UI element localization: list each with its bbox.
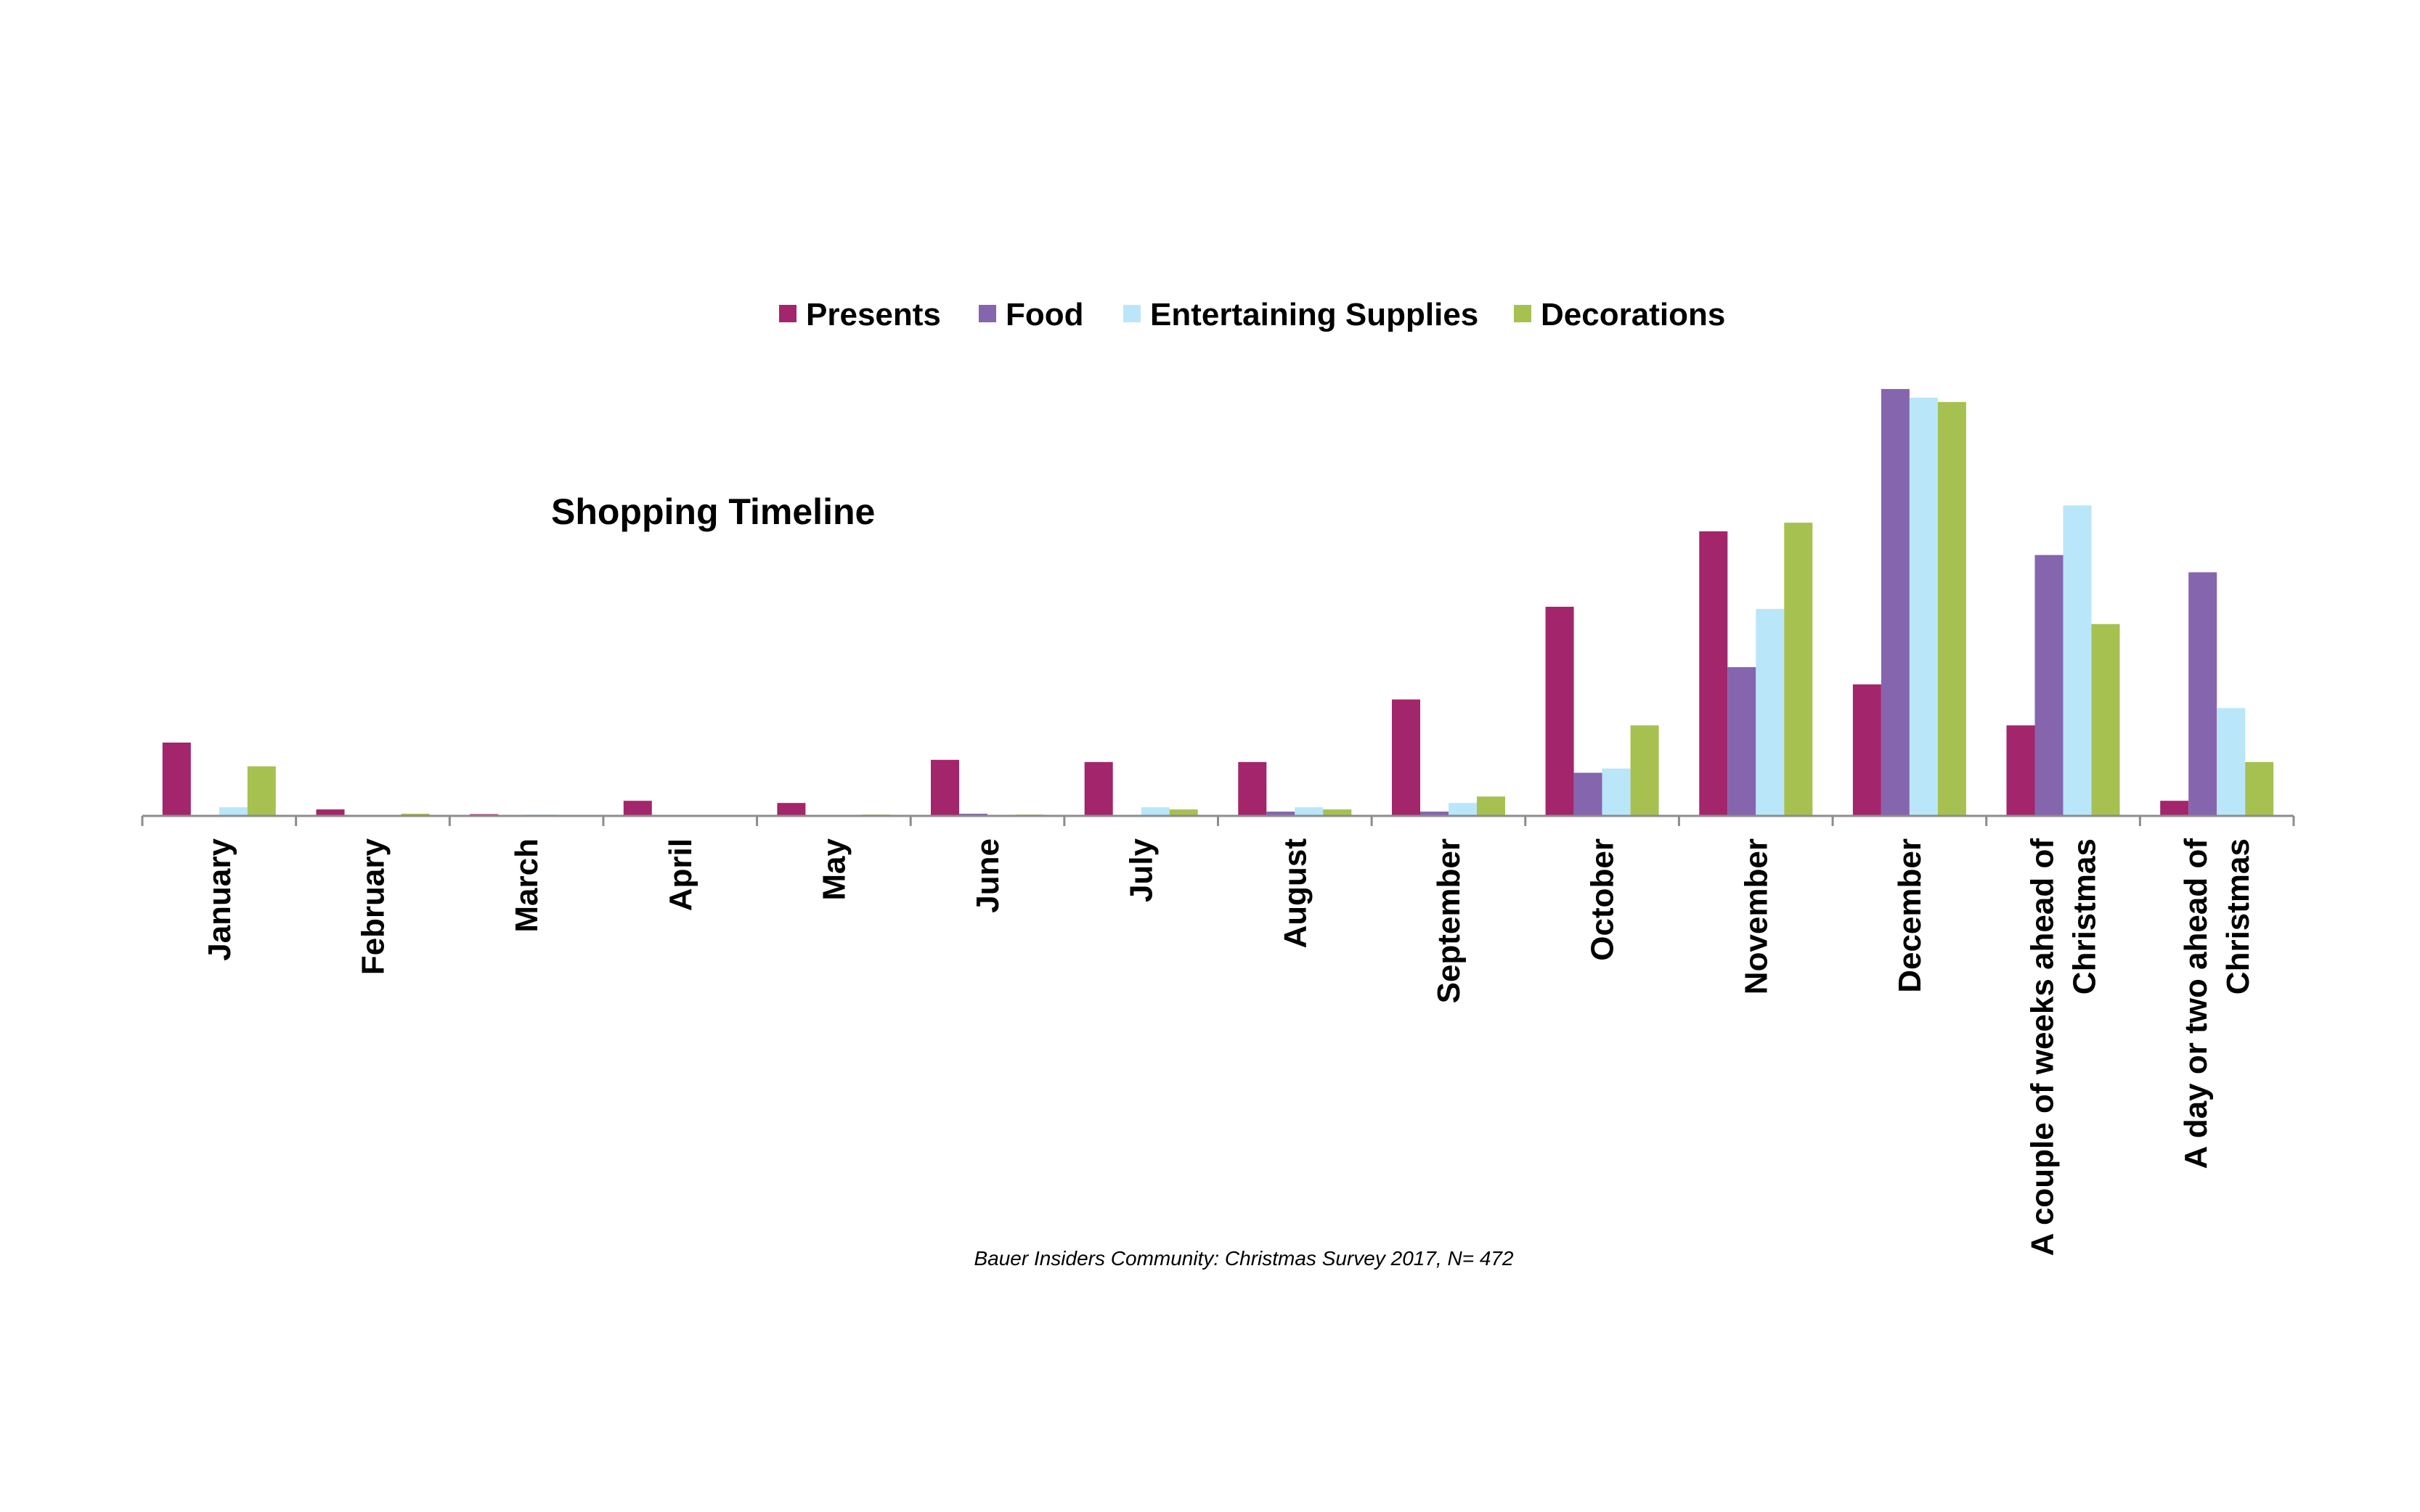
- bar-presents-february: [316, 809, 345, 816]
- x-tick-label-february: February: [356, 838, 391, 975]
- x-tick-label-november: November: [1738, 838, 1774, 994]
- legend-item-food: Food: [979, 297, 1084, 332]
- x-tick-label-may: May: [816, 838, 852, 900]
- bar-food-a-couple-of-weeks-ahead-of-christmas: [2034, 555, 2063, 816]
- chart-legend: Presents Food Entertaining Supplies Decorat…: [779, 297, 1725, 332]
- legend-label-presents: Presents: [806, 297, 941, 332]
- legend-swatch-entertaining-supplies: [1123, 305, 1141, 322]
- bar-entertaining-supplies-a-couple-of-weeks-ahead-of-christmas: [2063, 505, 2092, 816]
- bar-decorations-november: [1784, 523, 1813, 816]
- bar-food-september: [1420, 812, 1449, 816]
- bar-food-august: [1266, 812, 1295, 816]
- bar-presents-may: [777, 803, 806, 816]
- bar-entertaining-supplies-september: [1449, 803, 1477, 816]
- legend-item-decorations: Decorations: [1514, 297, 1725, 332]
- x-tick-label-a-day-or-two-ahead-of-christmas: A day or two ahead of Christmas: [2178, 838, 2256, 1169]
- bar-entertaining-supplies-august: [1295, 807, 1324, 816]
- bar-presents-a-couple-of-weeks-ahead-of-christmas: [2006, 725, 2035, 816]
- bar-entertaining-supplies-december: [1909, 397, 1938, 816]
- bar-presents-august: [1238, 761, 1267, 817]
- legend-label-decorations: Decorations: [1541, 297, 1725, 332]
- x-tick-label-june: June: [970, 838, 1006, 913]
- bar-presents-april: [623, 801, 652, 816]
- bar-entertaining-supplies-november: [1756, 608, 1785, 816]
- bar-presents-july: [1084, 761, 1113, 817]
- legend-item-presents: Presents: [779, 297, 941, 332]
- bar-decorations-december: [1937, 401, 1966, 816]
- x-tick-label-december: December: [1892, 838, 1928, 993]
- x-tick-label-july: July: [1124, 838, 1160, 902]
- legend-item-entertaining-supplies: Entertaining Supplies: [1123, 297, 1478, 332]
- bar-food-october: [1573, 772, 1602, 816]
- bar-decorations-october: [1630, 725, 1659, 816]
- bar-presents-a-day-or-two-ahead-of-christmas: [2160, 801, 2189, 816]
- legend-swatch-presents: [779, 305, 797, 322]
- x-tick-label-september: September: [1431, 838, 1467, 1003]
- bar-food-a-day-or-two-ahead-of-christmas: [2188, 572, 2217, 816]
- bar-food-december: [1881, 388, 1910, 816]
- x-axis: [141, 814, 2295, 826]
- bar-decorations-january: [247, 766, 276, 816]
- legend-label-entertaining-supplies: Entertaining Supplies: [1150, 297, 1478, 332]
- bar-entertaining-supplies-october: [1602, 768, 1631, 816]
- bar-entertaining-supplies-a-day-or-two-ahead-of-christmas: [2217, 708, 2246, 816]
- bar-presents-september: [1392, 699, 1420, 816]
- bar-entertaining-supplies-january: [219, 807, 248, 816]
- legend-swatch-decorations: [1514, 305, 1531, 322]
- bar-entertaining-supplies-july: [1141, 807, 1170, 816]
- bar-decorations-july: [1169, 809, 1198, 816]
- x-tick-label-a-couple-of-weeks-ahead-of-christmas: A couple of weeks ahead of Christmas: [2025, 838, 2103, 1256]
- bar-decorations-september: [1477, 796, 1505, 816]
- bar-decorations-a-day-or-two-ahead-of-christmas: [2245, 761, 2274, 817]
- bar-presents-december: [1852, 684, 1881, 816]
- legend-label-food: Food: [1006, 297, 1084, 332]
- bar-presents-june: [931, 759, 959, 816]
- x-tick-label-april: April: [663, 838, 698, 911]
- source-note: Bauer Insiders Community: Christmas Surv…: [974, 1247, 1514, 1270]
- x-tick-label-october: October: [1585, 838, 1621, 961]
- x-tick-label-august: August: [1277, 838, 1313, 949]
- bar-presents-november: [1699, 531, 1728, 816]
- x-tick-labels: January February March April May June July Augu…: [202, 838, 2256, 1256]
- legend-swatch-food: [979, 305, 996, 322]
- bar-presents-october: [1545, 606, 1574, 816]
- x-tick-label-march: March: [509, 838, 545, 933]
- bar-group: [162, 388, 2274, 817]
- x-tick-label-january: January: [202, 838, 237, 960]
- chart-title: Shopping Timeline: [551, 491, 875, 532]
- bar-presents-january: [162, 743, 191, 816]
- bar-food-november: [1727, 667, 1756, 816]
- bar-decorations-a-couple-of-weeks-ahead-of-christmas: [2091, 624, 2120, 816]
- bar-decorations-august: [1323, 809, 1352, 816]
